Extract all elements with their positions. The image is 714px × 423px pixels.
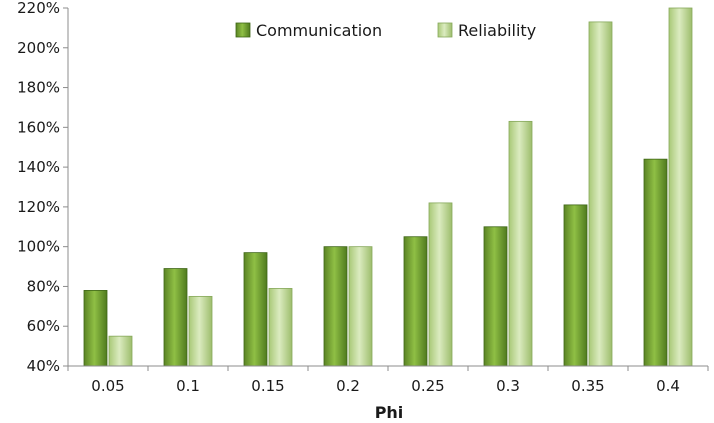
bar-reliability bbox=[348, 246, 373, 367]
bar-communication bbox=[403, 236, 428, 367]
y-tick-label: 100% bbox=[17, 238, 60, 256]
bar-reliability bbox=[108, 335, 133, 367]
bar-communication bbox=[323, 246, 348, 367]
bar-reliability bbox=[508, 120, 533, 367]
bar-communication bbox=[243, 252, 268, 367]
bar-communication bbox=[483, 226, 508, 367]
bar-reliability bbox=[268, 288, 293, 367]
x-tick-label: 0.35 bbox=[571, 377, 604, 395]
bar-reliability bbox=[188, 295, 213, 367]
x-tick-label: 0.25 bbox=[411, 377, 444, 395]
plot-area bbox=[83, 7, 693, 367]
y-tick-label: 80% bbox=[27, 277, 60, 295]
y-tick-label: 180% bbox=[17, 79, 60, 97]
y-tick-label: 200% bbox=[17, 39, 60, 57]
y-tick-label: 40% bbox=[27, 357, 60, 375]
y-tick-label: 160% bbox=[17, 118, 60, 136]
x-tick-label: 0.4 bbox=[656, 377, 680, 395]
bar-reliability bbox=[668, 7, 693, 367]
x-axis-title: Phi bbox=[375, 403, 404, 422]
bar-reliability bbox=[588, 21, 613, 367]
legend-label-reliability: Reliability bbox=[458, 21, 536, 40]
x-tick-label: 0.15 bbox=[251, 377, 284, 395]
y-tick-label: 140% bbox=[17, 158, 60, 176]
x-tick-label: 0.3 bbox=[496, 377, 520, 395]
y-tick-label: 120% bbox=[17, 198, 60, 216]
bar-communication bbox=[563, 204, 588, 367]
legend: Communication Reliability bbox=[235, 21, 536, 40]
bar-communication bbox=[643, 158, 668, 367]
bar-communication bbox=[83, 290, 108, 367]
x-axis: 0.05 0.1 0.15 0.2 0.25 0.3 0.35 0.4 bbox=[67, 365, 709, 395]
y-tick-label: 60% bbox=[27, 317, 60, 335]
x-tick-label: 0.1 bbox=[176, 377, 200, 395]
legend-label-communication: Communication bbox=[256, 21, 382, 40]
y-tick-label: 220% bbox=[17, 0, 60, 17]
bar-communication bbox=[163, 268, 188, 367]
x-tick-label: 0.05 bbox=[91, 377, 124, 395]
y-axis: 40% 60% 80% 100% 120% 140% 160% 180% 200% 220% bbox=[17, 0, 69, 375]
bar-reliability bbox=[428, 202, 453, 367]
legend-swatch-reliability bbox=[437, 22, 453, 38]
legend-swatch-communication bbox=[235, 22, 251, 38]
x-tick-label: 0.2 bbox=[336, 377, 360, 395]
